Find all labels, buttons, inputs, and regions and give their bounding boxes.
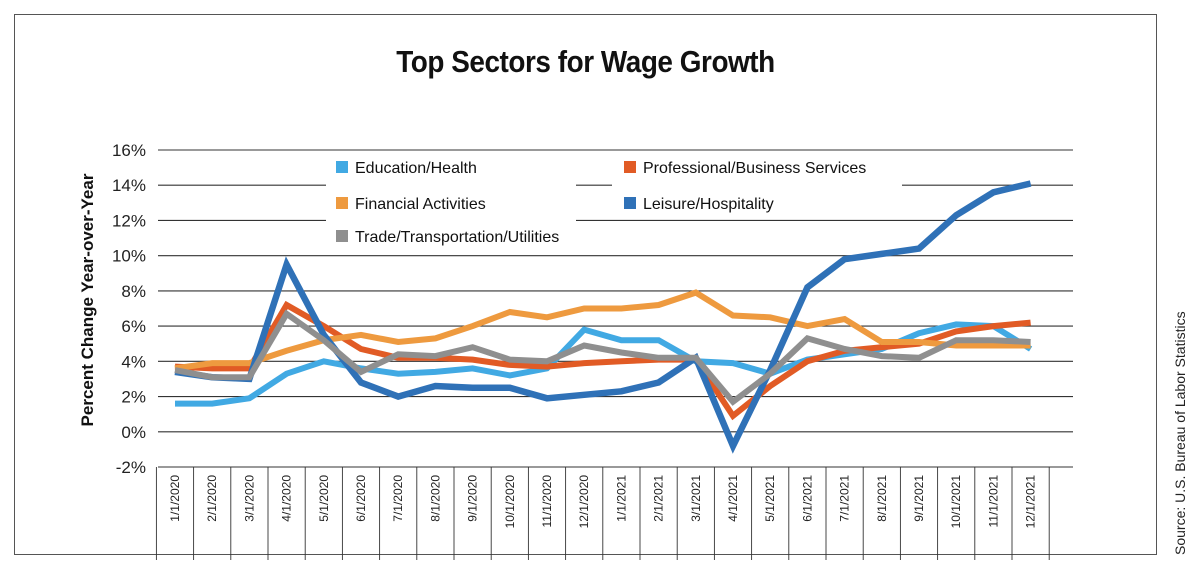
x-tick-label: 5/1/2021 bbox=[763, 475, 777, 522]
y-tick-label: 14% bbox=[112, 176, 146, 195]
x-tick-label: 3/1/2020 bbox=[242, 475, 256, 522]
x-tick-label: 4/1/2020 bbox=[280, 475, 294, 522]
x-tick-label: 11/1/2021 bbox=[986, 475, 1000, 528]
y-tick-label: 0% bbox=[121, 423, 146, 442]
series-line-financial-activities bbox=[174, 289, 1031, 372]
x-tick-label: 3/1/2021 bbox=[689, 475, 703, 522]
x-tick-label: 8/1/2020 bbox=[428, 475, 442, 522]
chart-frame bbox=[14, 14, 1157, 555]
x-tick-label: 9/1/2021 bbox=[912, 475, 926, 522]
chart-title: Top Sectors for Wage Growth bbox=[396, 44, 775, 79]
x-tick-label: 1/1/2021 bbox=[614, 475, 628, 522]
legend-swatch bbox=[336, 197, 348, 209]
y-tick-label: 8% bbox=[121, 282, 146, 301]
legend-background bbox=[612, 152, 902, 217]
x-tick-label: 8/1/2021 bbox=[875, 475, 889, 522]
x-tick-label: 10/1/2021 bbox=[949, 475, 963, 529]
x-tick-label: 4/1/2021 bbox=[726, 475, 740, 522]
legend-swatch bbox=[336, 230, 348, 242]
y-tick-label: 16% bbox=[112, 141, 146, 160]
x-axis-ticks: 1/1/2020 2/1/2020 3/1/2020 4/1/2020 5/1/2020… bbox=[168, 475, 1038, 529]
legend-background bbox=[326, 152, 576, 252]
x-tick-label: 12/1/2021 bbox=[1024, 475, 1038, 529]
series-lines bbox=[174, 180, 1033, 454]
y-tick-label: 12% bbox=[112, 211, 146, 230]
series-line-trade-transportation-utilities bbox=[174, 309, 1031, 406]
y-tick-label: 6% bbox=[121, 317, 146, 336]
x-tick-label: 10/1/2020 bbox=[503, 475, 517, 529]
y-tick-label: -2% bbox=[116, 458, 146, 477]
y-axis-label: Percent Change Year-over-Year bbox=[78, 173, 97, 426]
y-tick-label: 4% bbox=[121, 352, 146, 371]
x-tick-label: 1/1/2020 bbox=[168, 475, 182, 522]
x-tick-label: 11/1/2020 bbox=[540, 475, 554, 528]
series-line-leisure-hospitality bbox=[174, 180, 1032, 454]
y-tick-label: 10% bbox=[112, 247, 146, 266]
legend-label: Financial Activities bbox=[355, 196, 486, 213]
x-tick-label: 5/1/2020 bbox=[317, 475, 331, 522]
legend-label: Education/Health bbox=[355, 160, 477, 177]
legend-swatch bbox=[336, 161, 348, 173]
x-tick-label: 7/1/2021 bbox=[838, 475, 852, 522]
legend-swatch bbox=[624, 161, 636, 173]
series-line-professional-business-services bbox=[174, 300, 1031, 421]
x-tick-label: 7/1/2020 bbox=[391, 475, 405, 522]
legend: Education/Health Professional/Business Se… bbox=[326, 152, 902, 252]
legend-label: Trade/Transportation/Utilities bbox=[355, 229, 559, 246]
x-tick-label: 6/1/2021 bbox=[800, 475, 814, 522]
x-tick-label: 2/1/2020 bbox=[205, 475, 219, 522]
x-tick-label: 9/1/2020 bbox=[466, 475, 480, 522]
legend-swatch bbox=[624, 197, 636, 209]
y-axis-ticks: -2% 0% 2% 4% 6% 8% 10% 12% 14% 16% bbox=[112, 141, 146, 477]
y-tick-label: 2% bbox=[121, 388, 146, 407]
legend-label: Professional/Business Services bbox=[643, 160, 866, 177]
x-tick-label: 12/1/2020 bbox=[577, 475, 591, 529]
x-tick-label: 2/1/2021 bbox=[652, 475, 666, 522]
legend-label: Leisure/Hospitality bbox=[643, 196, 774, 213]
x-tick-label: 6/1/2020 bbox=[354, 475, 368, 522]
